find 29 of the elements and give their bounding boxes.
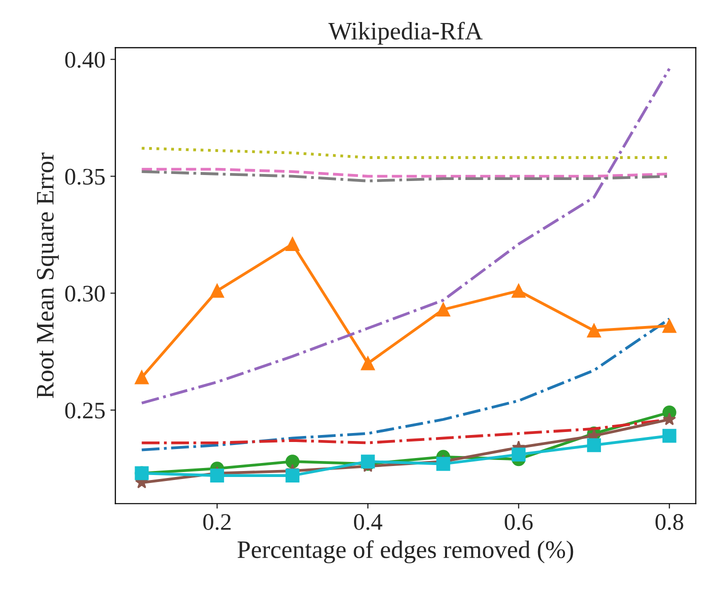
point [436, 302, 450, 316]
x-tick-label: 0.8 [656, 514, 684, 530]
point [587, 438, 601, 452]
line-series [140, 67, 671, 404]
point [662, 428, 676, 443]
x-tick-label: 0.4 [354, 514, 382, 530]
point [662, 412, 676, 426]
point [512, 448, 526, 462]
point [662, 318, 676, 333]
point [512, 284, 526, 298]
x-tick-label: 0.2 [203, 514, 231, 530]
point [286, 237, 300, 252]
point [360, 356, 375, 370]
point [587, 324, 601, 338]
point [286, 454, 300, 468]
chart-title: Wikipedia-RfA [328, 22, 483, 45]
point [286, 468, 300, 483]
y-tick-label: 0.30 [65, 286, 105, 302]
x-tick-label: 0.6 [504, 514, 533, 530]
y-axis-title: Root Mean Square Error [36, 152, 59, 398]
point [360, 454, 375, 468]
point [210, 468, 224, 483]
x-axis-title: Percentage of edges removed (%) [238, 540, 574, 564]
y-tick-label: 0.35 [65, 168, 105, 185]
point [134, 370, 149, 384]
point [210, 284, 224, 298]
y-tick-label: 0.25 [65, 402, 105, 419]
point [436, 456, 450, 471]
y-tick-label: 0.40 [65, 52, 105, 68]
